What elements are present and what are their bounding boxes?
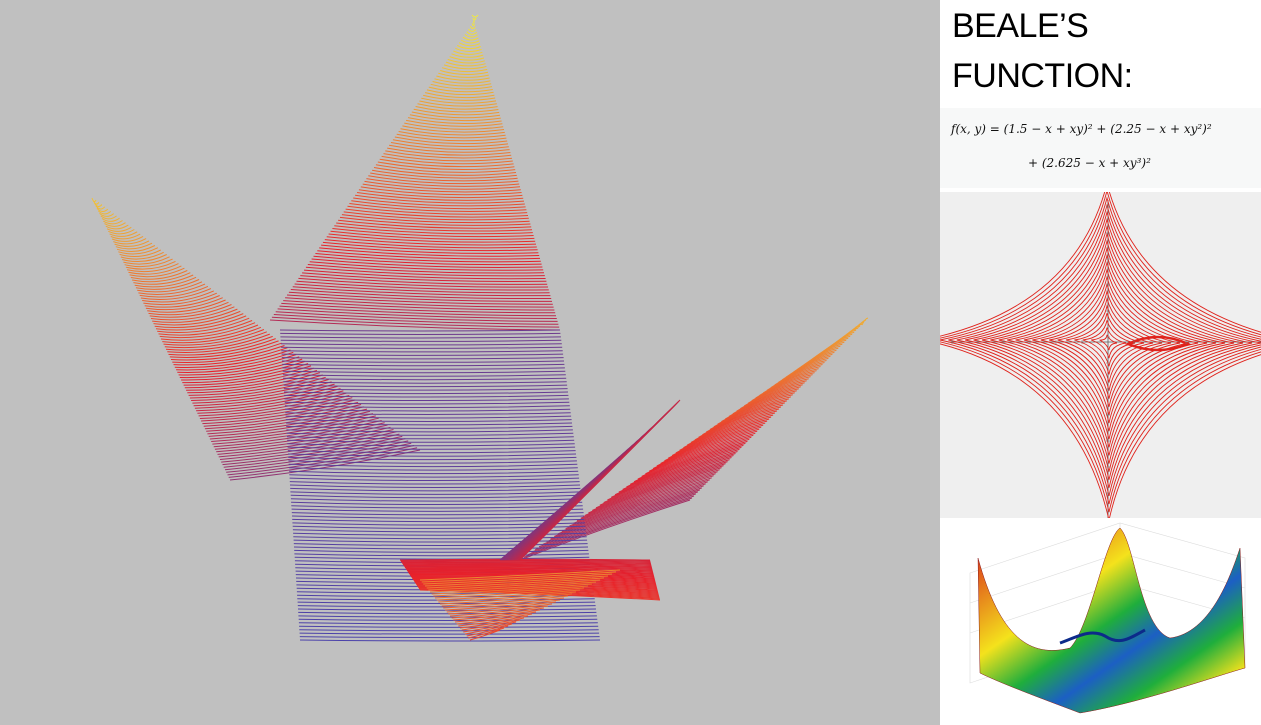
contour-line [940, 192, 1261, 513]
contour-line [1065, 304, 1154, 383]
contour-line [1032, 275, 1190, 416]
surface-valley [1059, 628, 1146, 645]
contour-line [1082, 320, 1136, 367]
wire-sheet-top [269, 14, 561, 331]
contour-line [1049, 289, 1172, 399]
contour-axis-ticks [951, 206, 1239, 494]
contour-minimum-region [1124, 335, 1192, 352]
formula-box: f(x, y) = (1.5 − x + xy)² + (2.25 − x + … [940, 108, 1261, 188]
contour-line [998, 246, 1226, 448]
contour-line [973, 225, 1253, 472]
contour-line [1007, 253, 1217, 440]
contour-line [990, 239, 1235, 456]
contour-line [1015, 261, 1208, 432]
wire-dip [419, 569, 621, 641]
wire-ridge-right [499, 399, 681, 561]
wireframe-surface [91, 14, 869, 642]
surface-plot-image [940, 518, 1261, 725]
contour-line [1057, 297, 1163, 391]
main-3d-wireframe-plot [0, 0, 940, 725]
surface-plot-graphic [969, 522, 1246, 714]
contour-line [948, 203, 1261, 497]
formula-line-2: + (2.625 − x + xy³)² [1028, 156, 1151, 170]
contour-plot-graphic [940, 192, 1261, 518]
formula-line-1: f(x, y) = (1.5 − x + xy)² + (2.25 − x + … [951, 122, 1212, 136]
wire-sheet-right [519, 317, 869, 561]
contour-lines [940, 192, 1261, 518]
contour-line [1040, 282, 1181, 407]
contour-line [981, 232, 1244, 464]
contour-plot-image [940, 192, 1261, 518]
contour-line [940, 192, 1261, 518]
contour-line [1099, 334, 1118, 351]
contour-line [1023, 268, 1199, 424]
contour-line [1074, 311, 1145, 375]
wire-sheet-left [91, 197, 421, 481]
info-side-panel: BEALE’S FUNCTION: f(x, y) = (1.5 − x + x… [940, 0, 1261, 725]
contour-line [1091, 327, 1127, 359]
function-title-line-2: FUNCTION: [952, 57, 1133, 95]
surface-shape [977, 527, 1246, 714]
contour-line [956, 210, 1261, 488]
function-title-line-1: BEALE’S [952, 7, 1089, 45]
contour-line [940, 196, 1261, 505]
